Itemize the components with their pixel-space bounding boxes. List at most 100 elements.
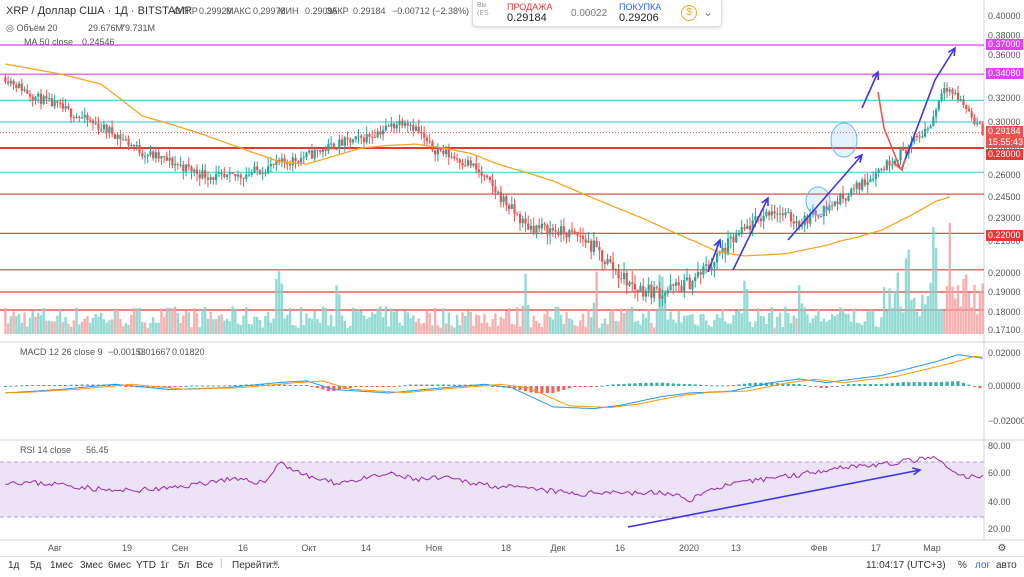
volume-bar [945, 286, 949, 334]
macd-histogram-bar [408, 384, 413, 386]
candle-body [841, 194, 845, 199]
volume-bar [171, 308, 174, 334]
trend-arrow-head [761, 196, 769, 207]
candle-body [538, 225, 541, 229]
candle-body [324, 149, 327, 151]
volume-bar [576, 326, 579, 334]
candle-body [86, 114, 89, 121]
volume-bar [743, 280, 746, 334]
goto-button[interactable]: Перейти... [232, 560, 280, 571]
candle-body [436, 149, 439, 155]
range-5d[interactable]: 5д [30, 560, 42, 571]
volume-bar [245, 307, 248, 334]
candle-body [601, 250, 604, 262]
range-1d[interactable]: 1д [8, 560, 20, 571]
candle-body [4, 77, 7, 82]
trading-chart[interactable]: 0.400000.380000.360000.340000.320000.300… [0, 0, 1024, 556]
chevron-down-icon[interactable]: ⌄ [703, 5, 714, 19]
dollar-icon[interactable]: $ [681, 5, 697, 21]
candle-body [45, 96, 48, 99]
bottom-toolbar: 1д 5д 1мес 3мес 6мес YTD 1г 5л Все | Пер… [0, 556, 1024, 577]
range-1y[interactable]: 1г [160, 560, 170, 571]
goto-icon[interactable]: ⇥ [268, 556, 279, 570]
candle-body [80, 117, 84, 119]
range-3m[interactable]: 3мес [80, 560, 103, 571]
macd-histogram-bar [85, 384, 90, 386]
volume-bar [124, 323, 128, 334]
volume-bar [409, 318, 412, 334]
volume-bar [505, 310, 508, 334]
volume-bar [869, 309, 872, 334]
range-1m[interactable]: 1мес [50, 560, 73, 571]
candle-body [346, 137, 349, 140]
auto-toggle[interactable]: авто [996, 560, 1017, 571]
volume-bar [647, 309, 650, 334]
macd-histogram-bar [376, 386, 380, 387]
macd-histogram-bar [217, 385, 221, 387]
volume-bar [817, 309, 820, 334]
range-5y[interactable]: 5л [178, 560, 190, 571]
volume-bar [343, 321, 347, 334]
volume-bar [759, 315, 763, 334]
candle-body [127, 139, 130, 146]
volume-bar [527, 304, 530, 334]
volume-bar [26, 326, 29, 334]
candle-body [499, 191, 502, 203]
candle-body [78, 116, 81, 119]
macd-histogram-bar [113, 384, 117, 386]
rsi-legend: RSI 14 close [20, 445, 71, 455]
range-all[interactable]: Все [196, 560, 214, 571]
candle-body [716, 253, 719, 263]
candle-body [173, 163, 177, 166]
macd-histogram-bar [381, 386, 385, 387]
candle-body [505, 196, 508, 206]
macd-histogram-bar [978, 386, 982, 389]
volume-bar [354, 311, 357, 334]
candle-body [17, 83, 21, 88]
macd-histogram-bar [304, 385, 309, 387]
buy-price[interactable]: 0.29206 [619, 12, 659, 24]
candle-body [754, 216, 757, 221]
candle-body [319, 150, 322, 152]
candle-body [893, 160, 897, 165]
candle-body [581, 235, 585, 240]
macd-histogram-bar [184, 386, 188, 387]
volume-bar [850, 321, 853, 334]
macd-histogram-bar [348, 386, 352, 388]
sell-label[interactable]: ПРОДАЖА [507, 2, 553, 12]
candle-body [403, 123, 407, 126]
candle-body [461, 162, 464, 166]
log-toggle[interactable]: лог [975, 560, 991, 571]
ohlc-value: 0.29095 [305, 6, 338, 16]
volume-bar [691, 314, 694, 334]
volume-bar [652, 327, 656, 334]
volume-bar [324, 307, 327, 334]
sell-price[interactable]: 0.29184 [507, 12, 547, 24]
macd-histogram-bar [337, 386, 341, 390]
candle-body [666, 290, 669, 294]
volume-bar [308, 317, 311, 334]
trend-arrow-head [947, 46, 956, 57]
candle-body [299, 157, 303, 163]
volume-bar [327, 325, 330, 334]
macd-histogram-bar [890, 383, 894, 386]
volume-bar [967, 292, 971, 334]
volume-bar [264, 316, 267, 334]
candle-body [543, 223, 546, 225]
range-ytd[interactable]: YTD [136, 560, 156, 571]
buy-label[interactable]: ПОКУПКА [619, 2, 662, 12]
range-6m[interactable]: 6мес [108, 560, 131, 571]
volume-bar [765, 323, 768, 334]
candle-body [286, 162, 289, 165]
macd-histogram-bar [365, 386, 369, 387]
volume-bar [491, 319, 494, 334]
volume-bar [97, 316, 100, 334]
macd-axis-label: −0.02000 [988, 416, 1024, 426]
candle-body [639, 286, 642, 292]
price-axis-label: 0.21500 [988, 236, 1021, 246]
percent-toggle[interactable]: % [958, 560, 967, 571]
macd-histogram-bar [742, 383, 747, 386]
candle-body [945, 88, 949, 92]
volume-bar [978, 291, 982, 334]
candle-body [740, 227, 743, 235]
